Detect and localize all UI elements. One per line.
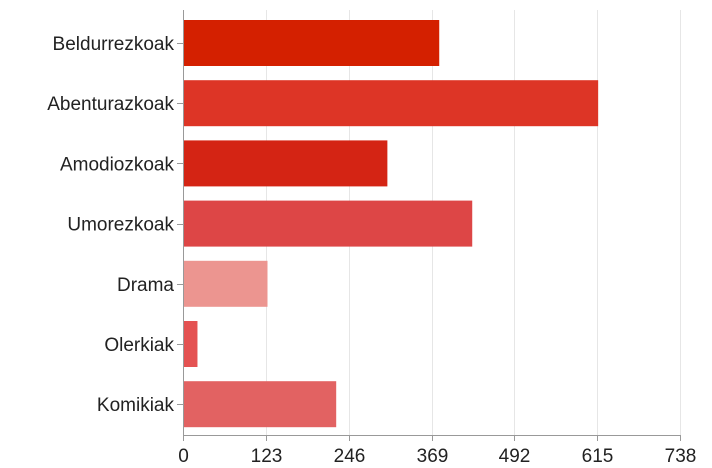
category-labels: Beldurrezkoak Abenturazkoak Amodiozkoak Umo… bbox=[47, 34, 174, 416]
axes bbox=[177, 10, 681, 441]
bar-abenturazkoak bbox=[184, 80, 599, 127]
bar-komikiak bbox=[184, 381, 337, 428]
x-tick-label: 738 bbox=[665, 446, 697, 467]
x-tick-label: 369 bbox=[417, 446, 449, 467]
category-label: Abenturazkoak bbox=[47, 94, 174, 115]
x-tick-label: 0 bbox=[178, 446, 189, 467]
category-label: Komikiak bbox=[97, 395, 175, 416]
category-label: Olerkiak bbox=[104, 335, 174, 356]
x-tick-label: 246 bbox=[334, 446, 366, 467]
bar-umorezkoak bbox=[184, 200, 473, 247]
bar-amodiozkoak bbox=[184, 140, 388, 187]
category-label: Drama bbox=[117, 275, 174, 296]
bar-drama bbox=[184, 260, 268, 307]
bar-olerkiak bbox=[184, 321, 198, 367]
bar-beldurrezkoak bbox=[184, 20, 440, 66]
tick-labels: 0 123 246 369 492 615 738 bbox=[178, 446, 696, 467]
bars bbox=[184, 20, 599, 428]
x-tick-label: 615 bbox=[582, 446, 614, 467]
category-label: Umorezkoak bbox=[67, 215, 174, 236]
category-label: Beldurrezkoak bbox=[53, 34, 175, 55]
category-label: Amodiozkoak bbox=[60, 154, 175, 175]
x-tick-label: 123 bbox=[251, 446, 283, 467]
x-tick-label: 492 bbox=[499, 446, 531, 467]
